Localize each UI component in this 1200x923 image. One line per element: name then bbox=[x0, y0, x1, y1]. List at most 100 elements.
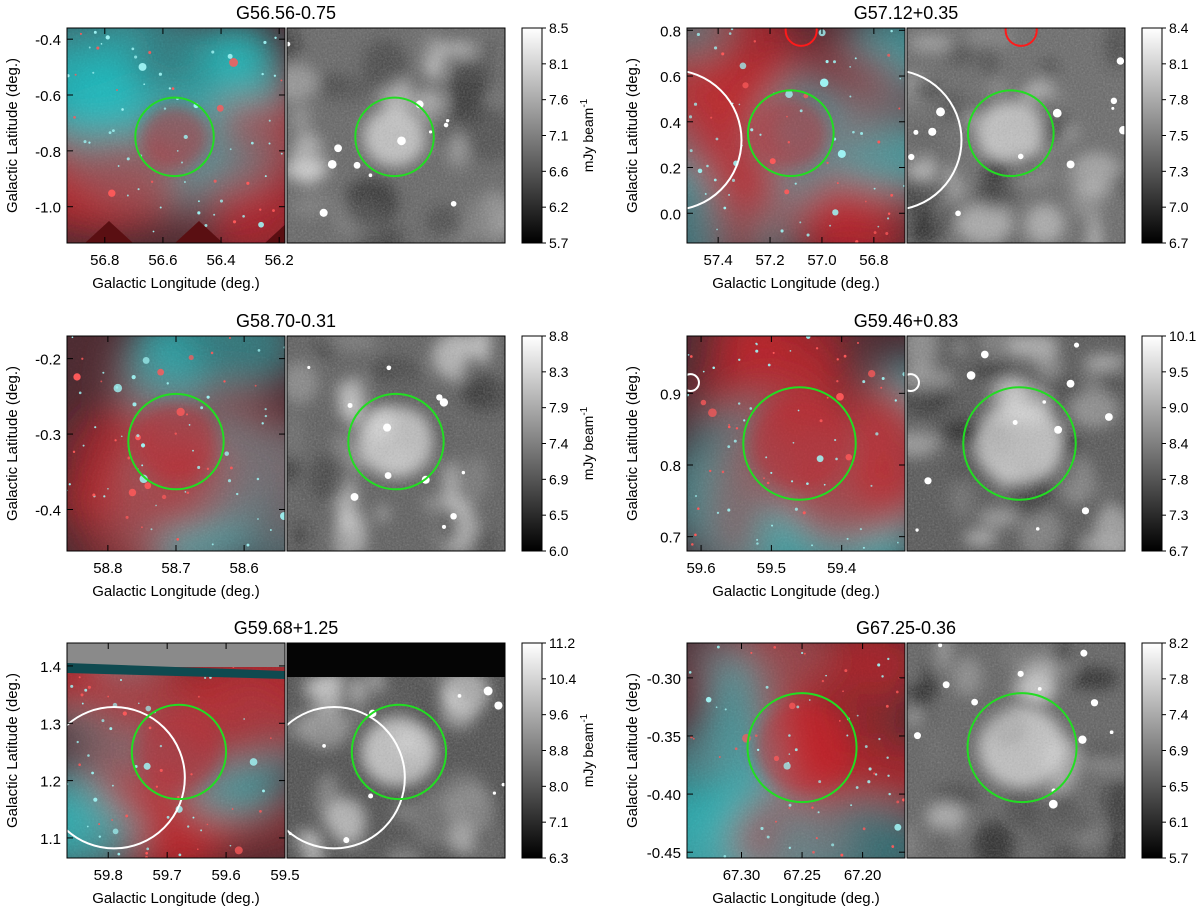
x-axis-label: Galactic Longitude (deg.) bbox=[712, 275, 880, 292]
colorbar-tick-label: 7.0 bbox=[1169, 199, 1189, 215]
panel-title: G56.56-0.75 bbox=[236, 3, 336, 23]
known-snr-circle bbox=[687, 373, 700, 393]
radio-image bbox=[907, 28, 1125, 243]
colorbar-tick-label: 9.5 bbox=[1169, 364, 1189, 380]
candidate-circle bbox=[350, 703, 448, 801]
colorbar-tick-label: 7.6 bbox=[549, 92, 569, 108]
panel-svg: G56.56-0.75 -0.4 -0.6 -0.8 -1.0 Galactic Lati… bbox=[4, 3, 596, 292]
colorbar-tick-label: 8.5 bbox=[549, 20, 569, 36]
rgb-image bbox=[67, 336, 285, 551]
y-tick-label: -0.3 bbox=[35, 427, 61, 444]
known-snr-circle bbox=[67, 706, 186, 850]
x-tick-label: 57.4 bbox=[704, 252, 733, 269]
x-tick-label: 59.8 bbox=[94, 867, 123, 884]
y-tick-label: 0.4 bbox=[660, 115, 681, 132]
y-axis-label: Galactic Latitude (deg.) bbox=[624, 58, 641, 213]
y-tick-label: 0.8 bbox=[660, 23, 681, 40]
y-tick-label: 0.6 bbox=[660, 69, 681, 86]
colorbar-tick-label: 7.1 bbox=[549, 128, 569, 144]
colorbar bbox=[1141, 642, 1163, 859]
x-tick-label: 56.6 bbox=[148, 252, 177, 269]
colorbar-tick-label: 7.1 bbox=[549, 814, 569, 830]
colorbar-tick-label: 6.9 bbox=[1169, 743, 1189, 759]
colorbar-tick-label: 6.1 bbox=[1169, 814, 1189, 830]
y-tick-label: -0.8 bbox=[35, 144, 61, 161]
panel-svg: G59.46+0.83 0.9 0.8 0.7 Galactic Latitude (d… bbox=[624, 311, 1200, 600]
rgb-image bbox=[687, 643, 905, 858]
y-tick-label: -0.6 bbox=[35, 88, 61, 105]
panel-G59.46+0.83: G59.46+0.83 0.9 0.8 0.7 Galactic Latitude (d… bbox=[620, 308, 1200, 611]
y-tick-label: -0.35 bbox=[647, 729, 681, 746]
x-tick-label: 57.0 bbox=[807, 252, 836, 269]
colorbar-tick-label: 5.7 bbox=[1169, 850, 1189, 866]
colorbar-tick-label: 6.5 bbox=[549, 507, 569, 523]
radio-image bbox=[287, 643, 505, 858]
x-tick-label: 56.8 bbox=[859, 252, 888, 269]
colorbar-tick-label: 6.9 bbox=[549, 471, 569, 487]
candidate-circle bbox=[127, 392, 225, 491]
panel-svg: G59.68+1.25 1.4 1.3 1.2 1.1 Galactic Latitude… bbox=[4, 618, 596, 907]
colorbar-unit-label: mJy beam-1 bbox=[579, 406, 596, 480]
y-tick-label: 0.9 bbox=[660, 386, 681, 403]
colorbar-tick-label: 7.8 bbox=[1169, 471, 1189, 487]
panel-svg: G57.12+0.35 0.8 0.6 0.4 0.2 0.0 Galactic Latit… bbox=[624, 3, 1200, 292]
x-tick-label: 59.6 bbox=[211, 867, 240, 884]
candidate-circle bbox=[966, 89, 1055, 178]
x-tick-label: 56.2 bbox=[265, 252, 294, 269]
x-tick-label: 58.8 bbox=[93, 560, 122, 577]
radio-image bbox=[907, 643, 1125, 858]
y-axis-label: Galactic Latitude (deg.) bbox=[624, 673, 641, 828]
known-snr-circle bbox=[287, 706, 406, 850]
y-tick-label: 1.3 bbox=[40, 716, 61, 733]
colorbar-tick-label: 9.6 bbox=[549, 707, 569, 723]
colorbar-unit-label: mJy beam-1 bbox=[579, 713, 596, 787]
colorbar-tick-label: 6.2 bbox=[549, 199, 569, 215]
rgb-image bbox=[67, 28, 285, 243]
colorbar bbox=[521, 335, 543, 552]
y-axis-label: Galactic Latitude (deg.) bbox=[4, 673, 21, 828]
colorbar-tick-label: 10.4 bbox=[549, 671, 576, 687]
colorbar-tick-label: 8.2 bbox=[1169, 635, 1189, 651]
colorbar-unit-label: mJy beam-1 bbox=[579, 98, 596, 172]
x-tick-label: 56.4 bbox=[206, 252, 235, 269]
colorbar bbox=[1141, 27, 1163, 244]
x-axis-label: Galactic Longitude (deg.) bbox=[92, 275, 260, 292]
x-tick-label: 67.20 bbox=[844, 867, 882, 884]
colorbar-tick-label: 7.3 bbox=[1169, 507, 1189, 523]
panel-svg: G58.70-0.31 -0.2 -0.3 -0.4 Galactic Latitude… bbox=[4, 311, 596, 600]
colorbar bbox=[1141, 335, 1163, 552]
colorbar-tick-label: 6.0 bbox=[549, 543, 569, 559]
known-snr-circle bbox=[907, 373, 920, 393]
candidate-circle bbox=[134, 96, 215, 178]
panel-title: G59.68+1.25 bbox=[234, 618, 339, 638]
y-tick-label: -0.45 bbox=[647, 845, 681, 862]
y-tick-label: 0.8 bbox=[660, 458, 681, 475]
x-tick-label: 67.30 bbox=[723, 867, 761, 884]
colorbar-tick-label: 6.5 bbox=[1169, 778, 1189, 794]
colorbar-tick-label: 8.1 bbox=[549, 56, 569, 72]
panel-G56.56-0.75: G56.56-0.75 -0.4 -0.6 -0.8 -1.0 Galactic Lati… bbox=[0, 0, 600, 303]
candidate-circle bbox=[742, 386, 857, 501]
x-axis-label: Galactic Longitude (deg.) bbox=[712, 583, 880, 600]
y-tick-label: -0.30 bbox=[647, 671, 681, 688]
colorbar-tick-label: 8.3 bbox=[549, 364, 569, 380]
panel-G67.25-0.36: G67.25-0.36 -0.30 -0.35 -0.40 -0.45 Galactic … bbox=[620, 615, 1200, 918]
x-tick-label: 59.6 bbox=[686, 560, 715, 577]
colorbar-tick-label: 11.2 bbox=[549, 635, 575, 651]
x-tick-label: 57.2 bbox=[755, 252, 784, 269]
colorbar-tick-label: 6.6 bbox=[549, 163, 569, 179]
y-tick-label: 1.4 bbox=[40, 659, 61, 676]
y-axis-label: Galactic Latitude (deg.) bbox=[4, 58, 21, 213]
candidate-circle bbox=[962, 386, 1077, 501]
candidate-circle bbox=[354, 96, 435, 178]
colorbar-tick-label: 9.0 bbox=[1169, 400, 1189, 416]
candidate-circle bbox=[347, 392, 445, 491]
colorbar-tick-label: 8.8 bbox=[549, 328, 569, 344]
candidate-circle bbox=[746, 692, 858, 804]
panel-title: G58.70-0.31 bbox=[236, 311, 336, 331]
known-snr-circle bbox=[687, 70, 743, 210]
x-tick-label: 59.5 bbox=[757, 560, 786, 577]
radio-image bbox=[907, 336, 1125, 551]
colorbar-tick-label: 8.8 bbox=[549, 743, 569, 759]
